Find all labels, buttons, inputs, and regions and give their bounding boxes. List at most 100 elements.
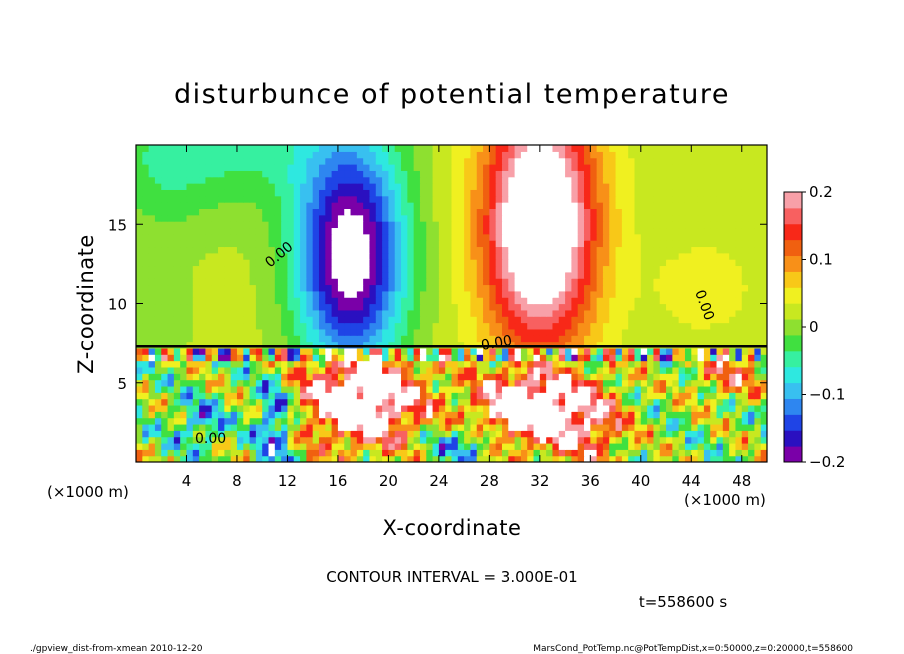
heatmap-cell <box>640 233 648 241</box>
heatmap-cell <box>281 379 289 387</box>
heatmap-cell <box>464 290 472 298</box>
heatmap-cell <box>356 430 364 438</box>
heatmap-cell <box>382 170 389 178</box>
heatmap-cell <box>672 417 680 425</box>
heatmap-cell <box>306 252 314 260</box>
heatmap-cell <box>236 176 244 184</box>
heatmap-cell <box>293 430 301 438</box>
heatmap-cell <box>243 195 251 203</box>
heatmap-cell <box>344 278 352 286</box>
heatmap-cell <box>154 164 162 171</box>
heatmap-cell <box>520 297 528 305</box>
heatmap-cell <box>236 442 244 450</box>
heatmap-cell <box>142 455 150 462</box>
heatmap-cell <box>678 316 686 324</box>
heatmap-cell <box>691 341 699 349</box>
heatmap-cell <box>590 208 598 216</box>
heatmap-cell <box>224 290 232 298</box>
heatmap-cell <box>495 455 503 462</box>
heatmap-cell <box>647 164 655 171</box>
heatmap-cell <box>356 164 364 171</box>
heatmap-cell <box>640 341 648 349</box>
heatmap-cell <box>161 398 169 406</box>
heatmap-cell <box>584 347 591 355</box>
heatmap-cell <box>356 284 364 292</box>
heatmap-cell <box>678 195 686 203</box>
heatmap-cell <box>255 189 263 197</box>
heatmap-cell <box>621 195 629 203</box>
heatmap-cell <box>211 265 219 273</box>
heatmap-cell <box>255 157 263 165</box>
heatmap-cell <box>609 183 617 190</box>
heatmap-cell <box>148 214 156 222</box>
heatmap-cell <box>666 385 673 393</box>
heatmap-cell <box>337 379 345 387</box>
heatmap-cell <box>300 392 307 400</box>
heatmap-cell <box>697 316 705 324</box>
heatmap-cell <box>684 373 692 381</box>
heatmap-cell <box>571 157 579 165</box>
heatmap-cell <box>136 373 143 381</box>
heatmap-cell <box>596 385 604 393</box>
heatmap-cell <box>388 221 396 229</box>
heatmap-cell <box>382 328 389 336</box>
heatmap-cell <box>754 246 762 254</box>
heatmap-cell <box>590 366 598 374</box>
heatmap-cell <box>748 449 755 457</box>
heatmap-cell <box>356 303 364 311</box>
heatmap-cell <box>331 265 339 273</box>
heatmap-cell <box>483 423 490 431</box>
heatmap-cell <box>508 227 516 235</box>
heatmap-cell <box>136 271 143 279</box>
heatmap-cell <box>602 430 610 438</box>
heatmap-cell <box>464 423 472 431</box>
heatmap-cell <box>710 398 718 406</box>
heatmap-cell <box>558 436 566 444</box>
heatmap-cell <box>760 322 767 330</box>
heatmap-cell <box>621 240 629 248</box>
heatmap-cell <box>318 284 326 292</box>
heatmap-cell <box>211 309 219 317</box>
heatmap-cell <box>476 360 484 368</box>
heatmap-cell <box>211 354 219 362</box>
heatmap-cell <box>546 366 554 374</box>
heatmap-cell <box>167 392 175 400</box>
heatmap-cell <box>218 430 225 438</box>
heatmap-cell <box>262 360 270 368</box>
heatmap-cell <box>659 423 667 431</box>
heatmap-cell <box>647 436 655 444</box>
heatmap-cell <box>495 290 503 298</box>
heatmap-cell <box>211 189 219 197</box>
heatmap-cell <box>363 278 371 286</box>
heatmap-cell <box>476 240 484 248</box>
heatmap-cell <box>192 214 200 222</box>
heatmap-cell <box>382 265 389 273</box>
heatmap-cell <box>501 246 509 254</box>
heatmap-cell <box>451 246 459 254</box>
heatmap-cell <box>274 316 282 324</box>
heatmap-cell <box>464 183 472 190</box>
heatmap-cell <box>501 328 509 336</box>
heatmap-cell <box>552 157 560 165</box>
heatmap-cell <box>331 398 339 406</box>
heatmap-cell <box>470 411 478 419</box>
heatmap-cell <box>205 341 213 349</box>
heatmap-cell <box>186 379 194 387</box>
heatmap-cell <box>287 151 295 159</box>
heatmap-cell <box>255 297 263 305</box>
heatmap-cell <box>546 316 554 324</box>
heatmap-cell <box>375 183 383 190</box>
heatmap-cell <box>337 164 345 171</box>
heatmap-cell <box>659 449 667 457</box>
heatmap-cell <box>218 227 225 235</box>
heatmap-cell <box>729 240 737 248</box>
heatmap-cell <box>337 233 345 241</box>
heatmap-cell <box>691 354 699 362</box>
heatmap-cell <box>602 442 610 450</box>
heatmap-cell <box>754 202 762 209</box>
heatmap-cell <box>419 328 427 336</box>
heatmap-cell <box>268 290 276 298</box>
heatmap-cell <box>495 202 503 209</box>
heatmap-cell <box>659 151 667 159</box>
heatmap-cell <box>249 284 257 292</box>
